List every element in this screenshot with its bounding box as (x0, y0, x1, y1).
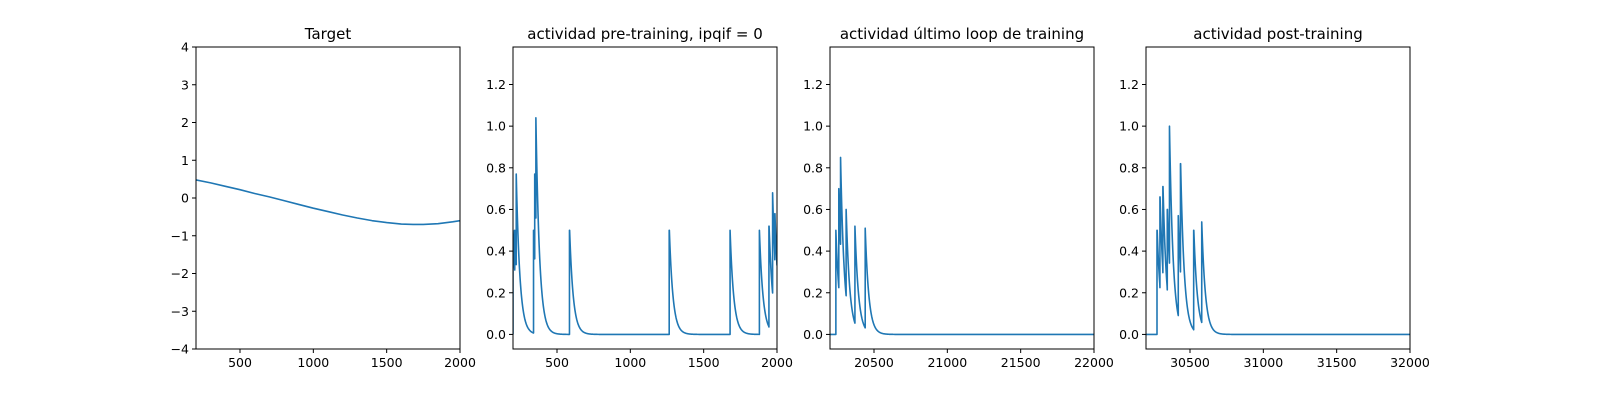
y-tick-label: 1.2 (1119, 77, 1139, 92)
y-tick-label: 0.8 (486, 160, 506, 175)
x-tick-label: 500 (228, 355, 252, 370)
x-tick-label: 500 (545, 355, 569, 370)
y-tick-label: 1.0 (803, 119, 823, 134)
subplot-pre-training: actividad pre-training, ipqif = 0 500 100… (486, 25, 793, 370)
y-tick-label: −4 (171, 342, 189, 357)
y-tick-label: 1.0 (486, 119, 506, 134)
series-line (830, 156, 1094, 336)
x-tick-label: 21500 (1001, 355, 1041, 370)
y-tick-label: 1.2 (486, 77, 506, 92)
y-tick-label: 0.2 (803, 285, 823, 300)
y-tick-label: 0.6 (486, 202, 506, 217)
y-tick-label: 0.2 (486, 285, 506, 300)
y-tick-label: 0.8 (803, 160, 823, 175)
x-tick-label: 20500 (854, 355, 894, 370)
y-tick-label: 0.4 (1119, 244, 1139, 259)
x-tick-label: 31500 (1317, 355, 1357, 370)
subplot-target: Target 500 1000 1500 2000 −4 −3 −2 −1 0 1 2 3 4 (171, 25, 476, 370)
y-tick-label: 1.0 (1119, 119, 1139, 134)
y-tick-label: −2 (171, 266, 189, 281)
y-tick-label: 0.0 (1119, 327, 1139, 342)
y-tick-label: 1.2 (803, 77, 823, 92)
y-tick-label: 3 (181, 77, 189, 92)
x-tick-label: 1500 (371, 355, 403, 370)
x-tick-label: 1000 (614, 355, 646, 370)
x-tick-label: 32000 (1390, 355, 1430, 370)
chart-title: actividad post-training (1193, 25, 1362, 43)
x-tick-label: 1500 (688, 355, 720, 370)
axes-frame (512, 46, 778, 350)
y-tick-label: 0.8 (1119, 160, 1139, 175)
y-tick-label: 2 (181, 115, 189, 130)
y-tick-label: −3 (171, 304, 189, 319)
y-tick-label: 0 (181, 191, 189, 206)
subplot-last-training-loop: actividad último loop de training 20500 2… (803, 25, 1114, 370)
x-tick-label: 1000 (297, 355, 329, 370)
y-tick-label: 0.6 (1119, 202, 1139, 217)
subplot-post-training: actividad post-training 30500 31000 31500 3… (1119, 25, 1430, 370)
x-tick-label: 31000 (1243, 355, 1283, 370)
x-tick-label: 22000 (1074, 355, 1114, 370)
series-line (196, 179, 460, 226)
y-tick-label: −1 (171, 228, 189, 243)
axes-frame (829, 46, 1095, 350)
axes-frame (1145, 46, 1411, 350)
chart-title: Target (304, 25, 352, 43)
axes-frame (195, 46, 461, 350)
y-tick-label: 0.2 (1119, 285, 1139, 300)
y-tick-label: 0.4 (803, 244, 823, 259)
y-tick-label: 1 (181, 153, 189, 168)
x-tick-label: 2000 (761, 355, 793, 370)
x-tick-label: 30500 (1170, 355, 1210, 370)
y-tick-label: 4 (181, 40, 189, 55)
series-line (1146, 125, 1410, 336)
x-tick-label: 2000 (444, 355, 476, 370)
series-line (513, 117, 777, 336)
x-tick-label: 21000 (927, 355, 967, 370)
chart-title: actividad pre-training, ipqif = 0 (527, 25, 763, 43)
chart-title: actividad último loop de training (840, 25, 1084, 43)
y-tick-label: 0.4 (486, 244, 506, 259)
y-tick-label: 0.0 (486, 327, 506, 342)
y-tick-label: 0.6 (803, 202, 823, 217)
y-tick-label: 0.0 (803, 327, 823, 342)
